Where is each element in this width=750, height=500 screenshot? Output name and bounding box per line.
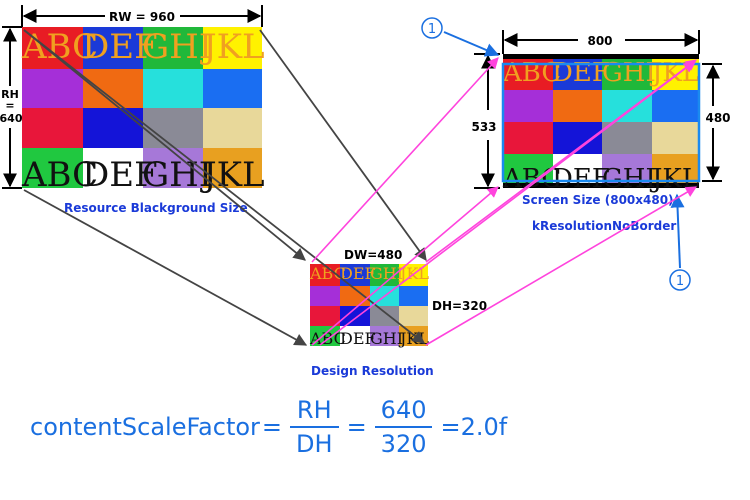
formula-den-dh: DH (290, 426, 339, 458)
formula-num-640: 640 (380, 396, 427, 424)
screen-bottom-ghi: GHI (602, 164, 656, 194)
resource-bottom-abc: ABC (21, 155, 98, 195)
design-caption: Design Resolution (311, 364, 434, 378)
resource-image: ABC DEF GHI JKL ABC DEF GHI JKL (21, 27, 265, 195)
resource-width-dimension: RW = 960 (21, 5, 263, 27)
design-top-def: DEF (340, 264, 376, 283)
svg-text:1: 1 (676, 274, 684, 289)
resource-height-label-rh: RH (1, 88, 19, 101)
marker-bottom: 1 (669, 193, 691, 291)
formula-fraction-640-320: 640 320 (374, 396, 433, 458)
resource-height-label-eq: = (5, 99, 14, 112)
marker-top: 1 (421, 17, 500, 57)
resource-to-design-arrows (23, 29, 427, 346)
formula-equals-1: = (261, 413, 283, 441)
design-bottom-ghi: GHI (370, 329, 403, 348)
formula-den-320: 320 (374, 426, 433, 458)
formula-lhs: contentScaleFactor (30, 413, 260, 441)
design-to-screen-arrows (311, 57, 697, 346)
formula-num-rh: RH (296, 396, 332, 424)
design-top-ghi: GHI (370, 264, 403, 283)
resource-width-label: RW = 960 (109, 10, 175, 24)
screen-height-480-dimension: 480 (702, 63, 731, 182)
resource-height-dimension: RH = 640 (0, 26, 23, 189)
design-bottom-def: DEF (340, 329, 376, 348)
screen-width-label: 800 (587, 34, 612, 48)
screen-top-ghi: GHI (602, 58, 656, 88)
resource-top-abc: ABC (21, 27, 98, 67)
content-scale-formula: contentScaleFactor = RH DH = 640 320 =2.… (30, 392, 509, 462)
resource-caption: Resource Blackground Size (64, 201, 248, 215)
screen-height-533-label: 533 (471, 120, 496, 134)
resource-top-jkl: JKL (200, 27, 265, 67)
design-top-abc: ABC (309, 264, 346, 283)
formula-fraction-rh-dh: RH DH (290, 396, 339, 458)
formula-equals-2: = (346, 413, 367, 441)
svg-text:1: 1 (428, 22, 436, 37)
resource-height-label-640: 640 (0, 112, 23, 125)
screen-caption-policy: kResolutionNoBorder (532, 219, 676, 233)
design-width-label: DW=480 (344, 248, 402, 262)
resource-bottom-def: DEF (82, 155, 158, 195)
screen-width-dimension: 800 (502, 30, 700, 54)
design-height-label: DH=320 (432, 299, 487, 313)
resource-top-ghi: GHI (142, 27, 212, 67)
screen-height-533-dimension: 533 (471, 53, 500, 189)
screen-height-480-label: 480 (705, 111, 730, 125)
screen-caption-size: Screen Size (800x480) (522, 193, 674, 207)
screen-image: ABC DEF GHI JKL ABC DEF GHI JKL (501, 54, 701, 194)
screen-bottom-def: DEF (552, 164, 610, 194)
resource-top-def: DEF (82, 27, 158, 67)
formula-result: =2.0f (440, 413, 508, 441)
design-bottom-jkl: JKL (398, 329, 429, 348)
resource-bottom-jkl: JKL (200, 155, 265, 195)
screen-viewport-frame (501, 62, 701, 183)
